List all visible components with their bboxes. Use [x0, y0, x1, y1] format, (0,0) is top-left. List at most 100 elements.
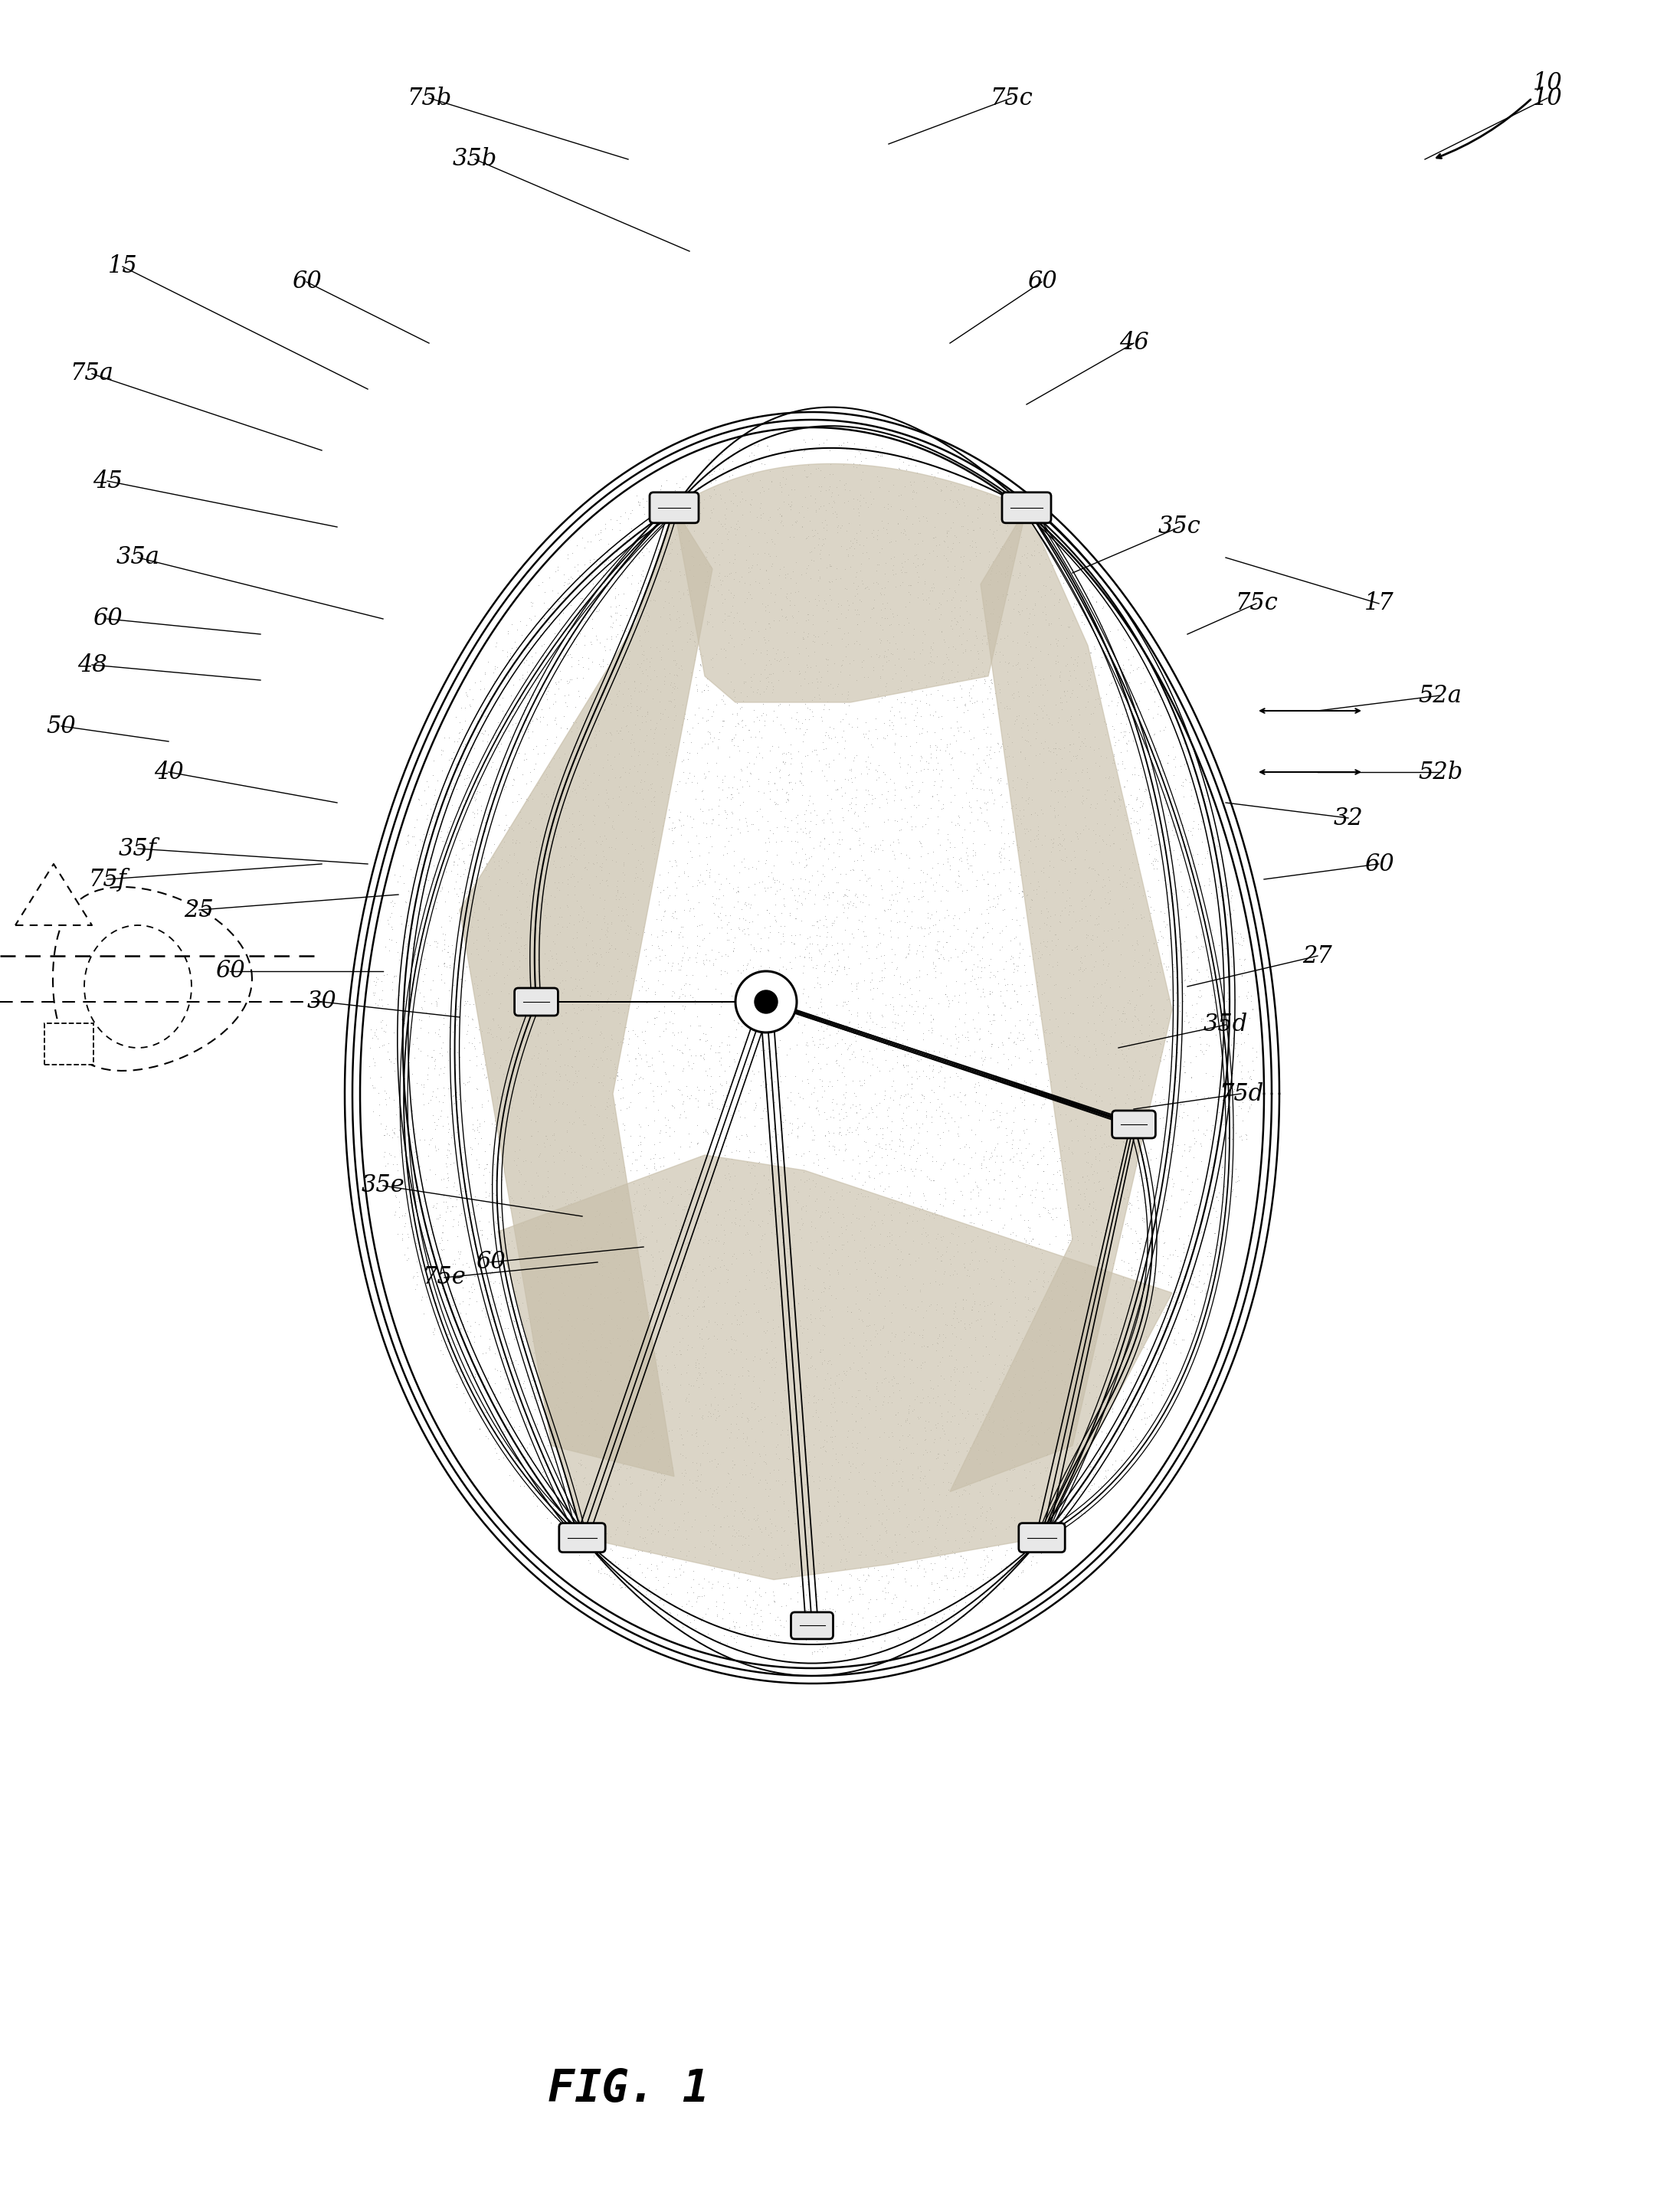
Point — [811, 1460, 838, 1495]
Point — [583, 1135, 610, 1170]
Point — [1178, 1241, 1205, 1276]
Point — [375, 987, 402, 1022]
Point — [494, 659, 521, 695]
Point — [917, 790, 944, 825]
Point — [872, 1338, 899, 1374]
Point — [637, 942, 664, 978]
Point — [608, 951, 635, 987]
Point — [553, 1385, 580, 1420]
Point — [1045, 703, 1072, 739]
Point — [827, 737, 853, 772]
Point — [487, 1031, 514, 1066]
Point — [916, 635, 942, 670]
Point — [1090, 1358, 1117, 1394]
Point — [1084, 1312, 1110, 1347]
Point — [556, 905, 583, 940]
Point — [1142, 730, 1169, 765]
Point — [773, 615, 800, 650]
Point — [744, 429, 771, 465]
Point — [413, 801, 440, 836]
Point — [667, 1411, 694, 1447]
Point — [917, 1566, 944, 1601]
Point — [1070, 1225, 1097, 1261]
Point — [906, 664, 932, 699]
Point — [1087, 1436, 1114, 1471]
Point — [1082, 1077, 1109, 1113]
Point — [625, 801, 652, 836]
Point — [1072, 799, 1099, 834]
Point — [1163, 872, 1189, 907]
Point — [652, 1055, 679, 1091]
Point — [613, 560, 640, 595]
Point — [827, 1115, 853, 1150]
Point — [1171, 1004, 1198, 1040]
Point — [694, 1057, 721, 1093]
Point — [746, 933, 773, 969]
Point — [539, 1013, 566, 1048]
Point — [507, 920, 534, 956]
Point — [622, 938, 648, 973]
Point — [470, 1234, 497, 1270]
Point — [613, 1486, 640, 1522]
Point — [973, 1088, 1000, 1124]
Point — [1015, 781, 1042, 816]
Point — [539, 951, 566, 987]
Point — [620, 1528, 647, 1564]
Point — [754, 891, 781, 927]
Point — [717, 776, 744, 812]
Point — [1030, 1137, 1057, 1172]
Point — [738, 1511, 764, 1546]
Point — [1149, 1011, 1176, 1046]
Point — [1080, 695, 1107, 730]
Point — [1074, 1159, 1100, 1194]
Point — [632, 938, 659, 973]
Point — [795, 1511, 822, 1546]
Point — [793, 555, 820, 591]
Point — [988, 876, 1015, 911]
Point — [640, 1000, 667, 1035]
Point — [514, 1431, 541, 1467]
Point — [1082, 1113, 1109, 1148]
Point — [816, 666, 843, 701]
Point — [887, 553, 914, 588]
Point — [759, 546, 786, 582]
Point — [1030, 925, 1057, 960]
Point — [830, 894, 857, 929]
Point — [553, 611, 580, 646]
Point — [638, 1214, 665, 1250]
Point — [712, 498, 739, 533]
Point — [1013, 770, 1040, 805]
Point — [559, 1429, 586, 1464]
Point — [519, 1345, 546, 1380]
Point — [968, 1491, 995, 1526]
Point — [882, 803, 909, 838]
Point — [1136, 969, 1163, 1004]
Point — [685, 1429, 712, 1464]
Point — [862, 1542, 889, 1577]
Point — [1079, 1219, 1105, 1254]
FancyBboxPatch shape — [1001, 493, 1052, 522]
Point — [724, 1517, 751, 1553]
Point — [986, 931, 1013, 967]
Point — [842, 1040, 869, 1075]
Point — [1127, 1029, 1154, 1064]
Point — [533, 1144, 559, 1179]
Point — [553, 953, 580, 989]
Point — [1063, 1425, 1090, 1460]
Point — [689, 1571, 716, 1606]
Point — [630, 1285, 657, 1321]
Point — [475, 1276, 502, 1312]
Point — [684, 1088, 711, 1124]
Point — [652, 571, 679, 606]
Point — [761, 1615, 788, 1650]
Point — [785, 1584, 811, 1619]
Point — [603, 821, 630, 856]
Point — [444, 748, 470, 783]
Point — [494, 1095, 521, 1130]
Point — [657, 599, 684, 635]
Point — [1134, 1265, 1161, 1301]
Point — [1166, 993, 1193, 1029]
Point — [835, 588, 862, 624]
Point — [1085, 907, 1112, 942]
Point — [1142, 1141, 1169, 1177]
